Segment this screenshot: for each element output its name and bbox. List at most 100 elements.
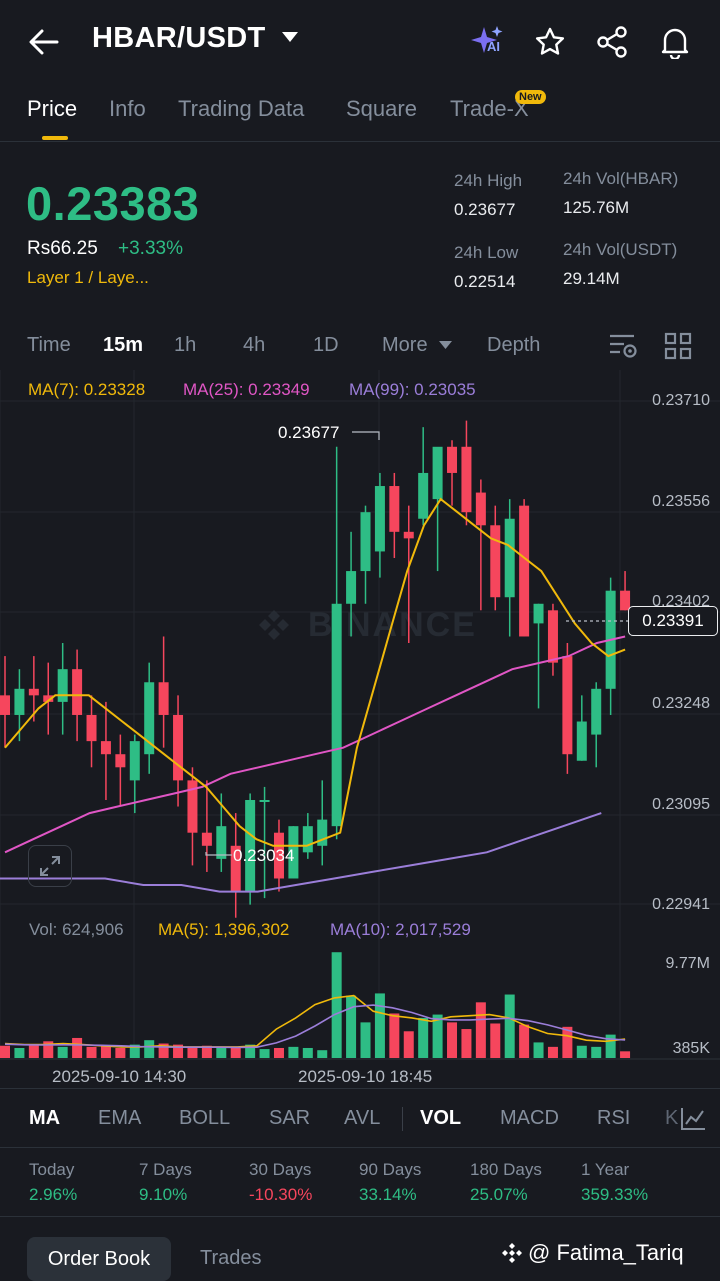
candle-body	[461, 446, 472, 513]
more-caret-icon	[439, 341, 452, 349]
ai-sparkle-icon	[471, 26, 503, 53]
vol-ma10-legend: MA(10): 2,017,529	[330, 920, 471, 939]
caret-down-icon[interactable]	[281, 31, 299, 43]
chart-settings-button[interactable]	[606, 330, 640, 362]
candle-body	[360, 512, 371, 572]
candle	[490, 505, 501, 611]
candle-body	[475, 492, 486, 526]
volume-bar	[591, 1046, 602, 1058]
volume-bar	[288, 1046, 299, 1058]
interval-1d[interactable]: 1D	[313, 334, 339, 356]
candle	[331, 446, 342, 840]
candle	[245, 793, 256, 905]
candle	[389, 472, 400, 558]
indicator-macd[interactable]: MACD	[500, 1107, 559, 1129]
volume-bar	[245, 1044, 256, 1058]
alert-button[interactable]	[655, 22, 695, 62]
indicator-ema[interactable]: EMA	[98, 1107, 142, 1129]
volume-bar	[547, 1046, 558, 1058]
interval-time[interactable]: Time	[27, 334, 71, 356]
layout-grid-button[interactable]	[662, 330, 696, 362]
tab-price[interactable]: Price	[27, 96, 78, 121]
tab-square[interactable]: Square	[346, 96, 417, 121]
interval-15m[interactable]: 15m	[103, 334, 144, 356]
new-badge: New	[515, 90, 546, 104]
interval-more[interactable]: More	[382, 334, 428, 356]
interval-1h[interactable]: 1h	[174, 334, 197, 356]
indicator-ma[interactable]: MA	[29, 1107, 61, 1129]
volume-bar	[576, 1045, 587, 1058]
high-annotation-leader	[352, 431, 380, 440]
price-axis-label: 0.23095	[652, 796, 710, 813]
back-button[interactable]	[22, 22, 66, 62]
candle-body	[187, 780, 198, 833]
candle-body	[432, 446, 443, 500]
candle	[129, 734, 140, 814]
candle-body	[86, 714, 97, 742]
volume-bar	[374, 993, 385, 1058]
candle-body	[533, 603, 544, 624]
candle-body	[547, 610, 558, 663]
sector-tag[interactable]: Layer 1 / Laye...	[27, 268, 149, 287]
candle-body	[273, 832, 284, 879]
share-button[interactable]	[592, 22, 632, 62]
volume-bar	[216, 1046, 227, 1058]
candle	[432, 446, 443, 572]
tab-trades[interactable]: Trades	[200, 1247, 262, 1269]
local-currency-price: Rs66.25	[27, 238, 98, 259]
candle-body	[173, 714, 184, 781]
candle	[86, 695, 97, 768]
credit-text: @ Fatima_Tariq	[528, 1240, 684, 1265]
ai-label: AI	[487, 39, 500, 54]
bell-icon	[661, 28, 689, 59]
volume-bar	[0, 1045, 10, 1058]
volume-bar	[57, 1046, 68, 1058]
volume-bar	[605, 1034, 616, 1058]
price-axis-label: 0.22941	[652, 896, 710, 913]
indicator-avl[interactable]: AVL	[344, 1107, 381, 1129]
pair-title[interactable]: HBAR/USDT	[92, 22, 266, 54]
indicator-vol[interactable]: VOL	[420, 1107, 462, 1129]
volume-bar	[519, 1024, 530, 1058]
perf-value: 9.10%	[139, 1185, 188, 1204]
candle-body	[620, 590, 631, 611]
candle	[115, 734, 126, 807]
candle-body	[331, 603, 342, 827]
candle	[187, 767, 198, 866]
indicator-settings-button[interactable]	[678, 1105, 708, 1133]
indicator-boll[interactable]: BOLL	[179, 1107, 231, 1129]
vol-base-label: 24h Vol(HBAR)	[563, 169, 679, 188]
perf-label: 180 Days	[470, 1160, 542, 1179]
volume-bar	[562, 1026, 573, 1058]
indicator-divider	[402, 1107, 403, 1131]
volume-bar	[72, 1037, 83, 1058]
volume-bar	[14, 1047, 25, 1058]
tab-order-book[interactable]: Order Book	[27, 1237, 171, 1281]
indicator-sar[interactable]: SAR	[269, 1107, 311, 1129]
candlestick-chart[interactable]: BINANCE	[0, 370, 720, 1090]
ai-button[interactable]: AI	[468, 22, 508, 62]
candle-body	[317, 819, 328, 846]
perf-label: Today	[29, 1160, 75, 1179]
interval-4h[interactable]: 4h	[243, 334, 266, 356]
candle	[547, 603, 558, 676]
volume-bar	[86, 1046, 97, 1058]
volume-bar	[331, 952, 342, 1058]
vol-ma5-legend: MA(5): 1,396,302	[158, 920, 290, 939]
candle-body	[144, 682, 155, 755]
header: HBAR/USDT AI	[0, 0, 720, 84]
chart-grid	[0, 370, 720, 1060]
favorite-button[interactable]	[530, 22, 570, 62]
fullscreen-button[interactable]	[28, 845, 72, 887]
low-24h-value: 0.22514	[454, 272, 516, 291]
depth-tab[interactable]: Depth	[487, 334, 541, 356]
candle-body	[346, 571, 357, 604]
candle	[576, 695, 587, 761]
indicator-kdj[interactable]: K	[665, 1107, 679, 1129]
perf-label: 7 Days	[139, 1160, 192, 1179]
tab-info[interactable]: Info	[109, 96, 146, 121]
tab-trading-data[interactable]: Trading Data	[178, 96, 305, 121]
candle	[403, 505, 414, 644]
indicator-rsi[interactable]: RSI	[597, 1107, 631, 1129]
indicator-chart-icon	[681, 1108, 705, 1130]
